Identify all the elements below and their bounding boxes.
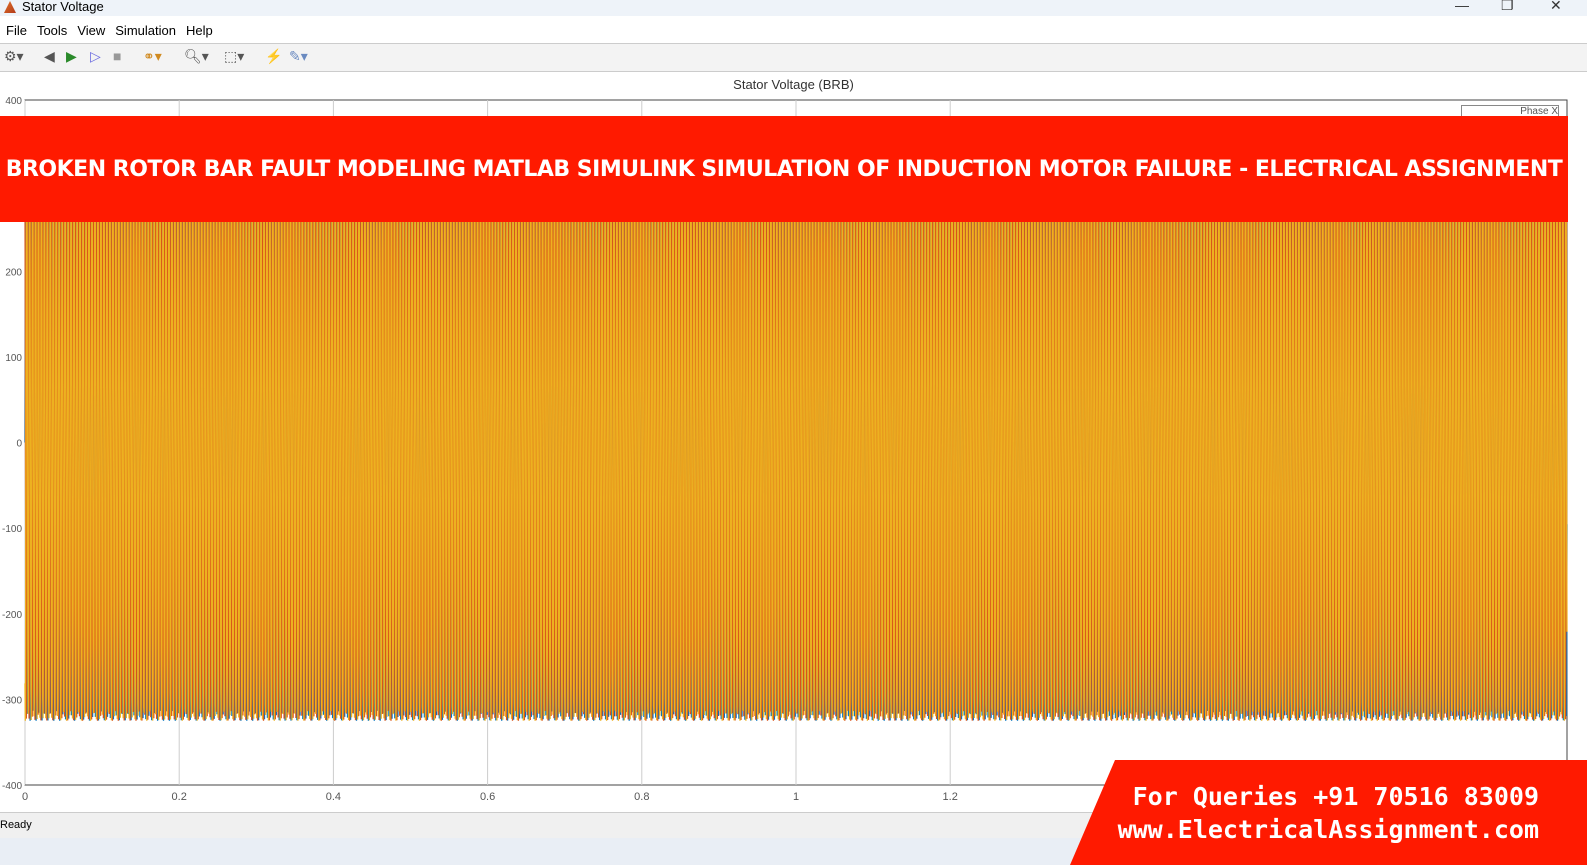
title-bar: Stator Voltage — ❐ ✕ [0, 0, 1587, 16]
close-button[interactable]: ✕ [1550, 0, 1562, 13]
y-tick-label: -100 [2, 524, 22, 535]
status-text: Ready [0, 819, 32, 831]
promo-phone: For Queries +91 70516 83009 [1132, 782, 1539, 811]
menu-view[interactable]: View [77, 23, 106, 38]
promo-website: www.ElectricalAssignment.com [1117, 815, 1539, 844]
menu-help[interactable]: Help [185, 23, 213, 38]
y-tick-label: 200 [5, 267, 22, 278]
x-tick-label: 0.2 [172, 791, 187, 803]
y-tick-label: 400 [5, 96, 22, 107]
x-tick-label: 0 [22, 791, 28, 803]
y-tick-label: -300 [2, 695, 22, 706]
title-banner: Broken Rotor Bar Fault Modeling MATLAB S… [0, 116, 1568, 222]
cursor-measure-icon[interactable]: ✎▾ [289, 48, 308, 64]
legend-entry: Phase X [1520, 106, 1558, 117]
matlab-logo-icon [4, 1, 16, 13]
menu-simulation[interactable]: Simulation [115, 23, 176, 38]
gear-icon[interactable]: ⚙▾ [4, 48, 24, 64]
menu-tools[interactable]: Tools [36, 23, 68, 38]
x-tick-label: 1.2 [943, 791, 958, 803]
stop-icon[interactable]: ■ [113, 48, 122, 64]
x-tick-label: 0.8 [634, 791, 649, 803]
promo-banner: For Queries +91 70516 83009 www.Electric… [1070, 760, 1587, 865]
y-tick-label: 0 [16, 439, 22, 450]
y-tick-label: -200 [2, 610, 22, 621]
menu-bar: File Tools View Simulation Help [0, 20, 1587, 42]
minimize-button[interactable]: — [1455, 0, 1469, 13]
triggers-icon[interactable]: ⚡ [265, 48, 283, 64]
y-tick-label: 100 [5, 353, 22, 364]
zoom-icon[interactable]: 🔍︎▾ [184, 48, 209, 64]
step-forward-icon[interactable]: ▷ [90, 48, 101, 64]
x-tick-label: 0.4 [326, 791, 341, 803]
plot-title: Stator Voltage (BRB) [733, 77, 854, 92]
run-icon[interactable]: ▶ [66, 48, 77, 64]
x-tick-label: 1 [793, 791, 799, 803]
window-title: Stator Voltage [22, 0, 104, 14]
x-tick-label: 0.6 [480, 791, 495, 803]
autoscale-icon[interactable]: ⬚▾ [224, 48, 245, 64]
step-back-icon[interactable]: ◀ [44, 48, 55, 64]
restore-button[interactable]: ❐ [1501, 0, 1514, 13]
menu-file[interactable]: File [6, 23, 27, 38]
toolbar: ⚙▾ ◀ ▶ ▷ ■ ⚭▾ 🔍︎▾ ⬚▾ ⚡ ✎▾ [0, 43, 1587, 72]
signal-hierarchy-icon[interactable]: ⚭▾ [143, 48, 162, 64]
series-line-3 [24, 164, 1568, 721]
y-tick-label: -400 [2, 781, 22, 792]
